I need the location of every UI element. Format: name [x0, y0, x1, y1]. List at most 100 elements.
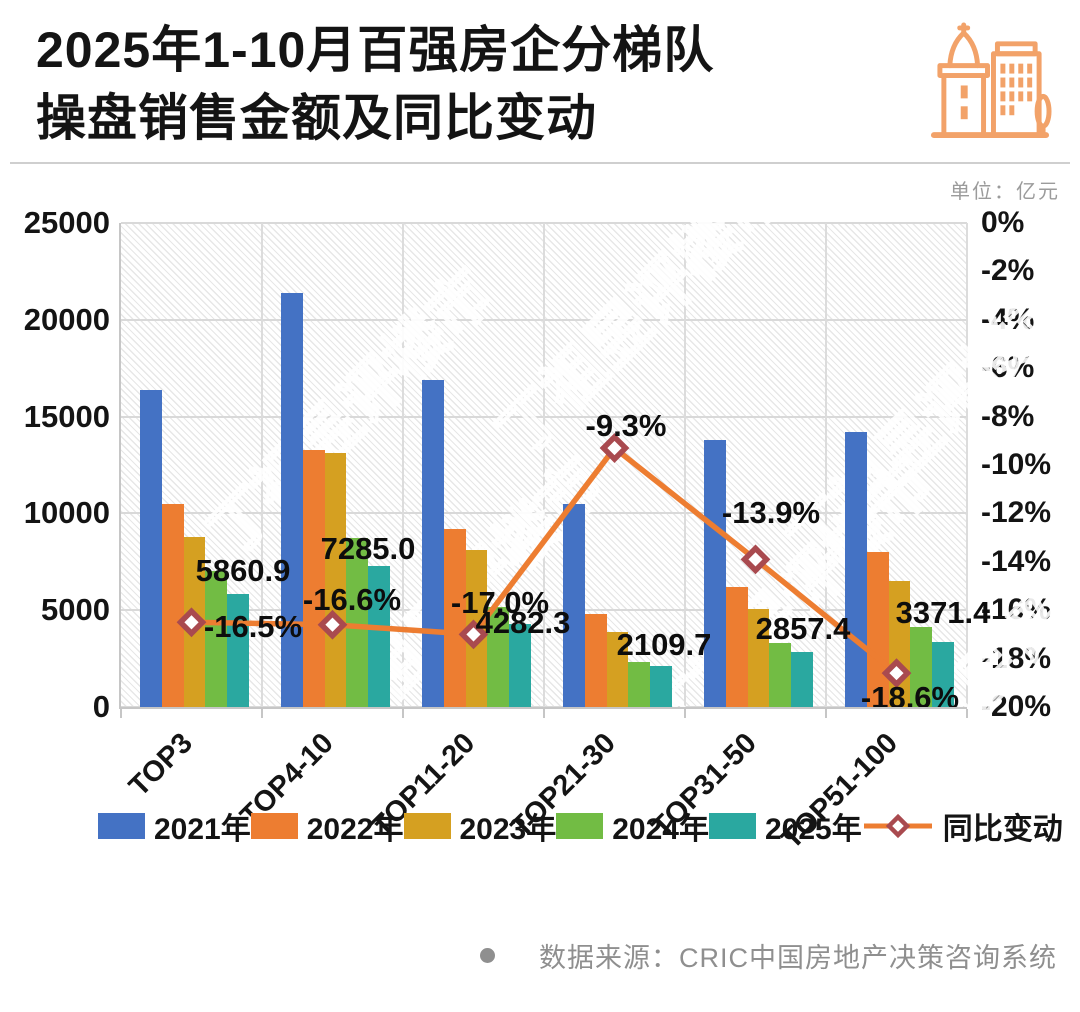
gridline-vertical [966, 223, 968, 707]
bar [324, 453, 347, 707]
legend-item: 同比变动 [862, 804, 1063, 848]
diamond-marker [176, 607, 207, 638]
left-axis-tick: 10000 [23, 495, 110, 531]
bar [563, 503, 585, 707]
bar [606, 632, 629, 707]
x-axis-tick [966, 709, 968, 718]
right-axis-tick: -20% [981, 690, 1052, 723]
yoy-line-series [176, 433, 912, 689]
diamond-marker [599, 433, 630, 463]
bar [628, 661, 651, 707]
legend-swatch [556, 813, 604, 839]
right-axis-tick: -8% [981, 399, 1035, 433]
bar [910, 626, 933, 707]
building-windows [960, 63, 1033, 120]
data-source-text: 数据来源：CRIC中国房地产决策咨询系统 [539, 943, 1057, 973]
diamond-marker [317, 609, 348, 640]
x-axis-tick [402, 709, 404, 718]
legend-label: 2025年 [765, 813, 862, 846]
bar [791, 651, 813, 707]
bar [302, 449, 325, 707]
legend-item: 2025年 [709, 804, 862, 848]
bar [487, 607, 510, 707]
percent-label: -16.6% [302, 582, 402, 617]
bar [443, 528, 466, 707]
percent-label: -9.3% [585, 408, 667, 443]
category-label: TOP3 [123, 727, 200, 803]
diamond-marker [458, 619, 489, 650]
bar [769, 642, 792, 707]
bar [509, 624, 531, 707]
legend-swatch [709, 813, 756, 839]
chart-title-line1: 2025年1-10月百强房企分梯队 [36, 22, 715, 78]
percent-label: -18.6% [860, 680, 960, 715]
header-divider [10, 162, 1070, 164]
unit-label: 单位：亿元 [950, 181, 1060, 203]
percent-label: -17.0% [450, 585, 550, 620]
x-axis-tick [825, 709, 827, 718]
gridline-vertical [402, 223, 404, 707]
chart-title: 2025年1-10月百强房企分梯队 操盘销售金额及同比变动 [36, 16, 714, 152]
legend-line-sample [863, 813, 932, 839]
left-axis-tick: 0 [92, 689, 110, 724]
legend-label: 2024年 [612, 813, 709, 846]
x-axis-tick [684, 709, 686, 718]
x-axis-tick [261, 709, 263, 718]
right-axis-tick: -6% [981, 351, 1035, 385]
bar [584, 614, 607, 707]
bar [704, 439, 726, 707]
x-axis-tick [120, 709, 122, 718]
legend-item: 2022年 [250, 804, 404, 848]
right-axis-tick: -18% [981, 641, 1052, 675]
bar [747, 609, 770, 707]
bar [368, 565, 390, 707]
bar [346, 537, 369, 707]
data-source: 数据来源：CRIC中国房地产决策咨询系统 [480, 936, 1057, 975]
plot-area: 丁祖昱评楼市丁祖昱评楼市丁祖昱评楼市丁祖昱评楼市丁祖昱评楼市丁祖昱评楼市5860… [121, 156, 1080, 810]
bullet-icon [480, 948, 495, 963]
y-axis-line [119, 223, 121, 709]
x-axis-line [119, 707, 967, 709]
right-axis-tick: -10% [981, 448, 1052, 481]
legend-label: 2021年 [154, 813, 251, 846]
left-axis-tick: 20000 [23, 301, 110, 337]
legend-swatch [98, 813, 145, 839]
left-axis-tick: 5000 [41, 592, 110, 628]
right-axis-tick: -16% [981, 593, 1052, 627]
value-label: 2857.4 [755, 611, 851, 646]
bar [725, 586, 748, 707]
legend-item: 2021年 [98, 804, 251, 848]
right-axis-tick: -2% [981, 254, 1035, 288]
legend-swatch [250, 813, 298, 839]
value-label: 2109.7 [616, 627, 712, 662]
bar [650, 666, 672, 707]
bar [161, 503, 184, 707]
legend-label: 2023年 [459, 813, 557, 846]
bar [281, 292, 303, 707]
left-axis-tick: 25000 [23, 205, 110, 240]
bar [932, 641, 954, 707]
chart-title-line2: 操盘销售金额及同比变动 [36, 90, 597, 146]
right-axis-tick: -12% [981, 496, 1052, 530]
legend: 2021年 2022年 2023年 2024年 2025年 同比变动 [98, 804, 1063, 848]
legend-swatch [403, 813, 451, 839]
bar [422, 379, 444, 707]
legend-label: 同比变动 [942, 813, 1063, 846]
yoy-line [191, 444, 899, 676]
gridline-vertical [825, 223, 827, 707]
diamond-marker [740, 544, 771, 575]
gridline-vertical [684, 223, 686, 707]
buildings-icon [930, 22, 1052, 139]
right-axis-tick: -4% [981, 302, 1035, 336]
percent-label: -13.9% [721, 495, 821, 530]
value-label: 5860.9 [195, 553, 291, 588]
gridline-vertical [261, 223, 263, 707]
value-label: 3371.4 [895, 595, 991, 630]
bar [140, 389, 162, 707]
gridline-vertical [543, 223, 545, 707]
bar [866, 552, 889, 707]
percent-label: -16.5% [203, 609, 303, 644]
legend-item: 2024年 [556, 804, 709, 848]
legend-label: 2022年 [306, 813, 404, 846]
